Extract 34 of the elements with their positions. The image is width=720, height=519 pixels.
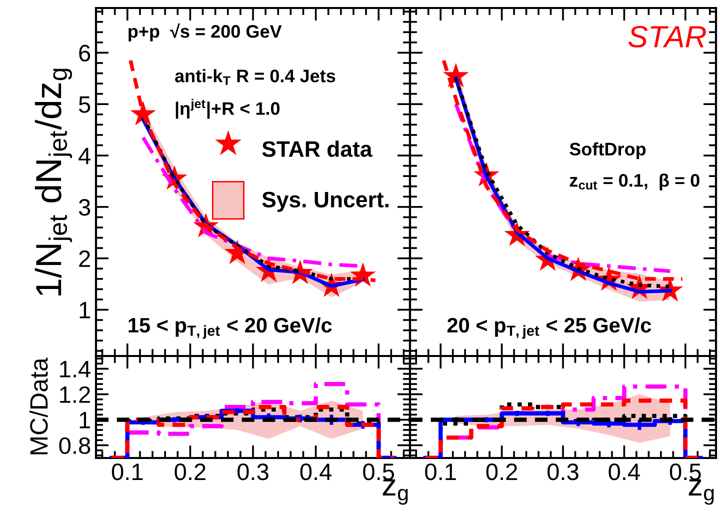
x-tick-label: 0.4: [300, 463, 332, 480]
x-tick-label: 0.1: [425, 463, 456, 480]
y-tick-label: 3: [78, 199, 90, 216]
annotation: 15 < p$_{T,jet}$ < 20 GeV/c: [128, 317, 332, 339]
y-tick-label: 6: [79, 44, 90, 62]
x-axis-title: z$_{g}$: [688, 479, 714, 505]
x-tick-label: 0.3: [238, 463, 268, 480]
x-axis-title: z$_{g}$: [382, 479, 408, 505]
y-tick-label: 1: [80, 302, 90, 318]
x-tick-label: 0.2: [486, 463, 518, 480]
annotation: 20 < p$_{T,jet}$ < 25 GeV/c: [447, 317, 652, 339]
y-tick-label: 1: [80, 412, 90, 428]
x-tick-label: 0.5: [670, 463, 701, 480]
x-tick-label: 0.4: [608, 463, 640, 480]
annotation: SoftDrop: [570, 142, 646, 160]
y-tick-label: 5: [78, 96, 90, 113]
x-tick-label: 0.5: [363, 463, 394, 480]
y-tick-label: 4: [78, 148, 90, 164]
legend-label: STAR data: [262, 140, 372, 157]
annotation: z$_{cut}$ = 0.1, β = 0: [570, 174, 700, 190]
legend-label: Sys. Uncert.: [262, 192, 388, 212]
annotation: anti-k$_{T}$ R = 0.4 Jets: [175, 69, 336, 86]
x-tick-label: 0.2: [174, 463, 206, 480]
y-tick-label: 0.8: [59, 437, 90, 454]
y-tick-label: 2: [79, 250, 90, 267]
x-tick-label: 0.3: [548, 463, 578, 480]
y-tick-label: 1.4: [60, 361, 90, 378]
annotation: STAR: [628, 26, 706, 48]
annotation: |η$^{jet}$|+R < 1.0: [176, 98, 280, 119]
y-axis-title: 1/N$_{jet}$ dN$_{jet}$/dz$_{g}$: [34, 68, 72, 296]
y-axis-title: MC/Data: [29, 358, 48, 454]
x-tick-label: 0.1: [112, 463, 143, 480]
y-tick-label: 1.2: [60, 386, 90, 403]
annotation: p+p √s = 200 GeV: [128, 23, 282, 42]
